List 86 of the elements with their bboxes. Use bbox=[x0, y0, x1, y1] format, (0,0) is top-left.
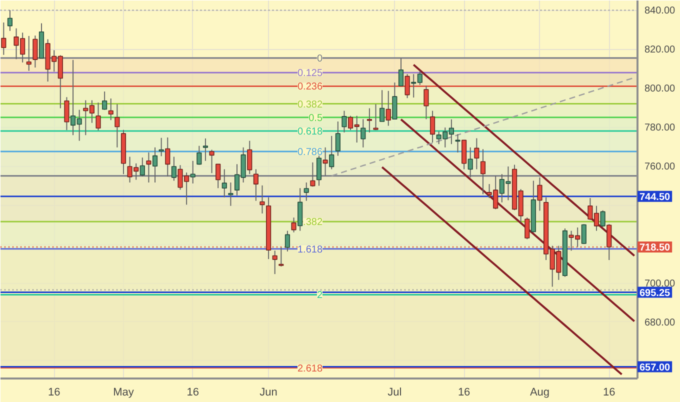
annotation: 0.125 bbox=[297, 68, 323, 80]
candlestick bbox=[152, 146, 158, 183]
x-tick-label: 16 bbox=[48, 386, 60, 398]
y-tick-label: 760.00 bbox=[644, 162, 676, 173]
annotation: 0 bbox=[316, 53, 323, 64]
y-tick-label: 820.00 bbox=[644, 44, 676, 56]
candlestick bbox=[322, 146, 328, 176]
y-tick-label: 840.00 bbox=[644, 6, 676, 17]
candlestick bbox=[480, 148, 486, 195]
candlestick bbox=[386, 90, 391, 126]
candlestick bbox=[114, 104, 120, 148]
line-series bbox=[381, 166, 623, 376]
candlestick bbox=[392, 82, 398, 120]
candlestick bbox=[298, 188, 303, 232]
candlestick bbox=[537, 176, 542, 212]
annotation: 0.786 bbox=[297, 147, 323, 158]
line-series bbox=[412, 64, 636, 257]
candlestick bbox=[272, 250, 278, 275]
candlestick bbox=[304, 182, 309, 202]
candlestick bbox=[190, 160, 196, 184]
candlestick bbox=[600, 210, 606, 228]
candlestick bbox=[1, 22, 6, 56]
candlestick bbox=[32, 35, 38, 68]
candlestick bbox=[335, 121, 340, 156]
candlestick bbox=[398, 58, 404, 86]
annotation: 1.618 bbox=[297, 244, 323, 256]
ref-line-label: 695.25 bbox=[640, 288, 671, 299]
candlestick bbox=[165, 136, 170, 177]
candlestick bbox=[26, 35, 32, 72]
y-tick-label: 780.00 bbox=[644, 122, 676, 134]
candlestick bbox=[430, 110, 436, 144]
candlestick bbox=[380, 90, 385, 122]
candlestick bbox=[581, 224, 586, 245]
x-tick-label: 16 bbox=[458, 386, 470, 398]
candlestick bbox=[96, 102, 101, 131]
candlestick bbox=[291, 217, 296, 233]
candlestick bbox=[216, 164, 221, 189]
candlestick bbox=[7, 10, 13, 32]
candlestick bbox=[108, 98, 114, 121]
candlestick bbox=[196, 145, 202, 166]
annotation: .382 bbox=[303, 217, 323, 228]
x-tick-label: 16 bbox=[186, 386, 199, 398]
candlestick bbox=[468, 146, 473, 178]
line-series bbox=[400, 118, 636, 322]
candlestick bbox=[202, 138, 208, 162]
candlestick bbox=[474, 138, 480, 170]
candlestick bbox=[524, 217, 530, 240]
candlestick bbox=[228, 182, 234, 206]
ref-line-label: 744.50 bbox=[640, 192, 671, 203]
annotation: 2.618 bbox=[297, 363, 323, 374]
x-tick-label: Jun bbox=[260, 386, 278, 398]
ref-line-label: 657.00 bbox=[640, 362, 671, 374]
x-tick-label: May bbox=[113, 386, 134, 398]
annotation: 2 bbox=[316, 290, 323, 302]
candlestick bbox=[462, 140, 467, 170]
candlestick bbox=[260, 184, 265, 214]
candlestick bbox=[253, 168, 258, 202]
candlestick bbox=[373, 104, 378, 131]
candlestick bbox=[146, 152, 152, 183]
annotation: 0.618 bbox=[297, 126, 323, 138]
candlestick bbox=[360, 118, 366, 148]
x-tick-label: Jul bbox=[388, 386, 402, 398]
x-tick-label: Aug bbox=[530, 386, 550, 398]
candlestick bbox=[158, 137, 164, 157]
x-tick-label: 16 bbox=[603, 386, 616, 398]
annotation: 0.236 bbox=[297, 82, 323, 93]
candlestick bbox=[329, 135, 334, 170]
annotation: 0.382 bbox=[297, 99, 323, 110]
candlestick bbox=[102, 90, 108, 110]
candlestick bbox=[342, 110, 347, 133]
candlestick bbox=[247, 140, 252, 175]
candlestick bbox=[284, 230, 290, 252]
annotation: 0.5 bbox=[308, 112, 323, 124]
y-tick-label: 800.00 bbox=[644, 84, 676, 95]
y-tick-label: 680.00 bbox=[644, 317, 676, 328]
candlestick bbox=[209, 149, 214, 174]
candlestick bbox=[366, 108, 372, 133]
candlestick bbox=[310, 162, 316, 188]
candlestick bbox=[64, 96, 70, 131]
candlestick bbox=[171, 156, 176, 182]
ref-line-label: 718.50 bbox=[640, 242, 671, 254]
candlestick bbox=[316, 155, 322, 186]
candlestick bbox=[222, 168, 227, 198]
candlestick bbox=[140, 157, 145, 177]
line-series bbox=[330, 77, 635, 177]
candlestick bbox=[455, 134, 460, 153]
